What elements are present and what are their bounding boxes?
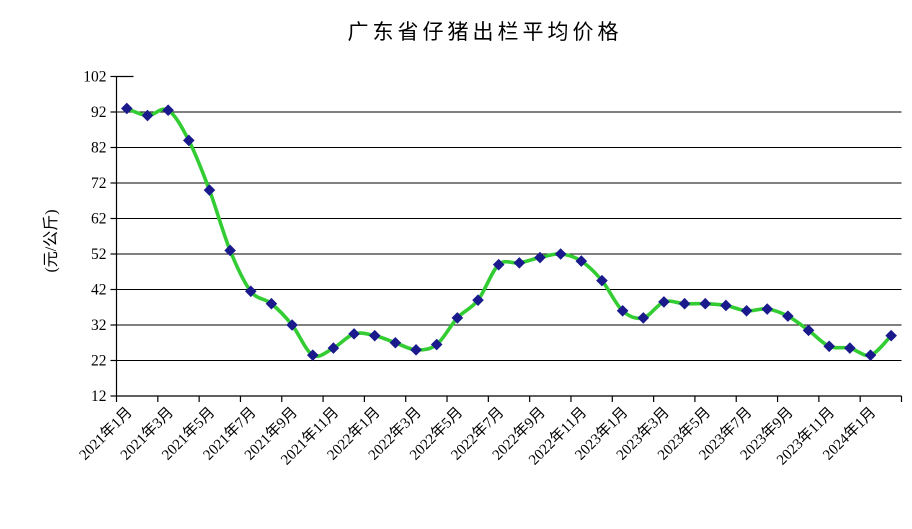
data-point-marker (864, 349, 877, 361)
data-point-marker (699, 297, 712, 310)
data-point-marker (596, 274, 608, 287)
data-point-marker (678, 297, 691, 310)
y-tick-label: 62 (91, 211, 107, 228)
data-point-marker (720, 299, 732, 312)
chart-title: 广东省仔猪出栏平均价格 (347, 20, 623, 44)
data-point-marker (844, 342, 856, 354)
y-tick-label: 42 (91, 282, 107, 299)
data-point-marker (513, 257, 526, 269)
data-point-marker (575, 255, 588, 267)
data-point-marker (616, 305, 629, 317)
data-point-marker (761, 303, 774, 315)
data-point-marker (203, 184, 216, 196)
data-point-marker (534, 251, 546, 264)
y-axis-title: (元/公斤) (43, 209, 60, 273)
data-point-marker (658, 296, 670, 308)
data-point-marker (368, 329, 381, 342)
data-point-marker (224, 244, 236, 257)
y-tick-label: 32 (91, 317, 107, 334)
y-tick-label: 92 (91, 104, 107, 121)
data-point-marker (389, 336, 402, 349)
data-point-marker (802, 324, 815, 337)
data-point-marker (141, 109, 154, 122)
data-point-marker (554, 248, 567, 260)
data-point-marker (782, 310, 794, 322)
data-point-marker (410, 344, 422, 356)
y-tick-label: 102 (83, 69, 106, 86)
data-point-marker (121, 102, 133, 115)
data-point-marker (740, 305, 753, 317)
price-line (125, 106, 893, 358)
y-tick-label: 12 (91, 388, 107, 405)
y-tick-label: 72 (91, 175, 107, 192)
y-tick-label: 52 (91, 246, 107, 263)
data-point-marker (823, 340, 835, 353)
y-tick-label: 22 (91, 353, 107, 370)
data-point-marker (637, 312, 650, 324)
y-tick-label: 82 (91, 140, 107, 157)
data-point-marker (885, 329, 897, 342)
